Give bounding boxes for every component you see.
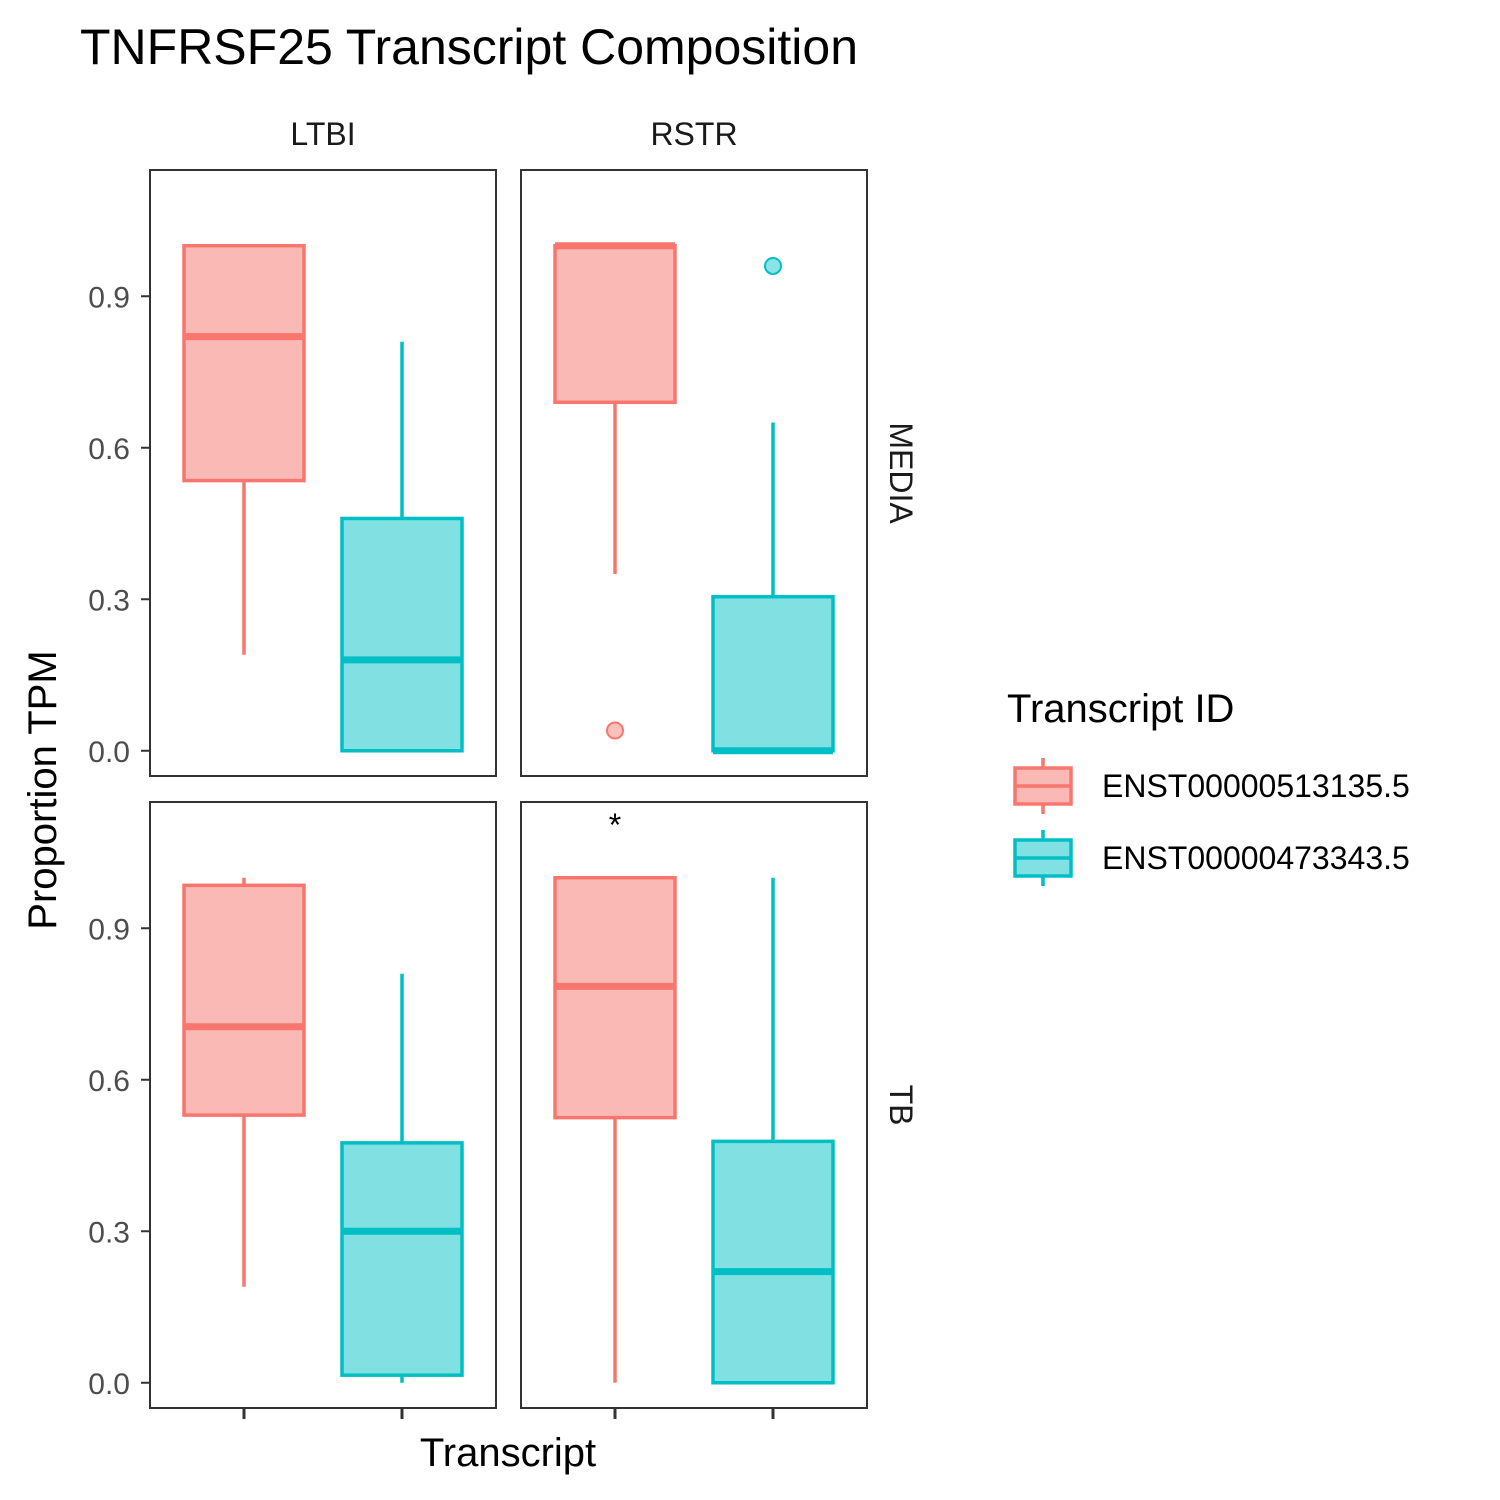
panels-layer: LTBI RSTR MEDIA TB 0.0 0.3 0.6 0.9 0.0 0.3 0.6 0.9 * — [88, 116, 919, 1419]
panel-media-rstr-border — [520, 169, 868, 777]
box-iqr — [553, 244, 677, 405]
legend-entry-label: ENST00000473343.5 — [1102, 840, 1410, 876]
facet-label-row-media: MEDIA — [883, 422, 919, 524]
facet-label-row-tb: TB — [883, 1085, 919, 1126]
panel-tb-ltbi-border — [149, 801, 497, 1409]
outlier-point — [764, 256, 782, 275]
legend: ENST00000513135.5 ENST00000473343.5 — [1013, 758, 1410, 886]
chart-title: TNFRSF25 Transcript Composition — [80, 19, 858, 75]
x-axis-label: Transcript — [420, 1431, 596, 1475]
facet-label-col-rstr: RSTR — [650, 116, 737, 152]
panel-media-ltbi-border — [149, 169, 497, 777]
y-tick-label: 0.9 — [88, 281, 130, 314]
box-iqr — [182, 244, 306, 483]
y-tick-label: 0.6 — [88, 1065, 130, 1098]
legend-entry-label: ENST00000513135.5 — [1102, 768, 1410, 804]
y-tick-label: 0.9 — [88, 913, 130, 946]
box-iqr — [711, 594, 835, 753]
legend-title: Transcript ID — [1007, 687, 1234, 731]
y-tick-label: 0.6 — [88, 433, 130, 466]
facet-label-col-ltbi: LTBI — [290, 116, 355, 152]
box-iqr — [182, 883, 306, 1117]
panel-tb-rstr-border — [520, 801, 868, 1409]
box-iqr — [553, 876, 677, 1120]
significance-annotation: * — [609, 807, 621, 843]
y-tick-label: 0.0 — [88, 1368, 130, 1401]
y-tick-label: 0.3 — [88, 1216, 130, 1249]
outlier-point — [606, 721, 624, 740]
box-iqr — [340, 1141, 464, 1377]
box-iqr — [711, 1139, 835, 1385]
y-axis-label: Proportion TPM — [21, 650, 65, 929]
box-iqr — [340, 516, 464, 753]
y-tick-label: 0.0 — [88, 736, 130, 769]
y-tick-label: 0.3 — [88, 584, 130, 617]
